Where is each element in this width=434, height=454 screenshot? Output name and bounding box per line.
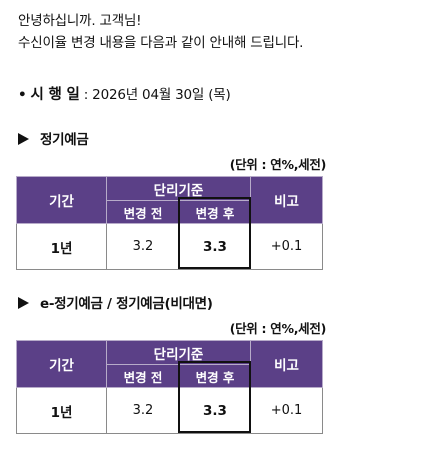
- cell-note: +0.1: [250, 387, 323, 434]
- table-row: 1년 3.2 3.3 +0.1: [16, 387, 323, 434]
- table-row: 1년 3.2 3.3 +0.1: [16, 223, 323, 270]
- unit-note: (단위 : 연%,세전): [229, 321, 327, 336]
- header-note: 비고: [250, 340, 323, 388]
- rate-table: 기간 단리기준 비고 변경 전 변경 후 1년 3.2 3.3 +0.1: [16, 340, 323, 434]
- effective-date-label: 시 행 일: [30, 87, 80, 103]
- section-title: e-정기예금 / 정기예금(비대면): [18, 294, 213, 314]
- section-title: 정기예금: [18, 130, 89, 150]
- header-after: 변경 후: [179, 364, 251, 388]
- effective-date: • 시 행 일 : 2026년 04월 30일 (목): [18, 84, 231, 106]
- bullet-icon: •: [18, 87, 27, 103]
- cell-term: 1년: [16, 387, 107, 434]
- section-title-text: e-정기예금 / 정기예금(비대면): [40, 296, 213, 312]
- cell-term: 1년: [16, 223, 107, 270]
- triangle-right-icon: [18, 133, 29, 145]
- header-basis: 단리기준: [106, 340, 251, 365]
- greeting-line: 안녕하십니까. 고객님!: [18, 13, 142, 29]
- header-basis: 단리기준: [106, 176, 251, 201]
- cell-before: 3.2: [106, 223, 180, 270]
- notice-line: 수신이율 변경 내용을 다음과 같이 안내해 드립니다.: [18, 35, 304, 51]
- header-term: 기간: [16, 340, 107, 388]
- unit-note: (단위 : 연%,세전): [229, 157, 327, 172]
- header-before: 변경 전: [106, 200, 180, 224]
- greeting-message: 안녕하십니까. 고객님! 수신이율 변경 내용을 다음과 같이 안내해 드립니다…: [18, 10, 303, 54]
- effective-date-value: : 2026년 04월 30일 (목): [79, 87, 231, 103]
- cell-after: 3.3: [179, 223, 251, 270]
- header-after: 변경 후: [179, 200, 251, 224]
- cell-before: 3.2: [106, 387, 180, 434]
- header-before: 변경 전: [106, 364, 180, 388]
- rate-table: 기간 단리기준 비고 변경 전 변경 후 1년 3.2 3.3 +0.1: [16, 176, 323, 270]
- cell-after: 3.3: [179, 387, 251, 434]
- cell-note: +0.1: [250, 223, 323, 270]
- section-title-text: 정기예금: [40, 132, 89, 148]
- header-note: 비고: [250, 176, 323, 224]
- triangle-right-icon: [18, 297, 29, 309]
- header-term: 기간: [16, 176, 107, 224]
